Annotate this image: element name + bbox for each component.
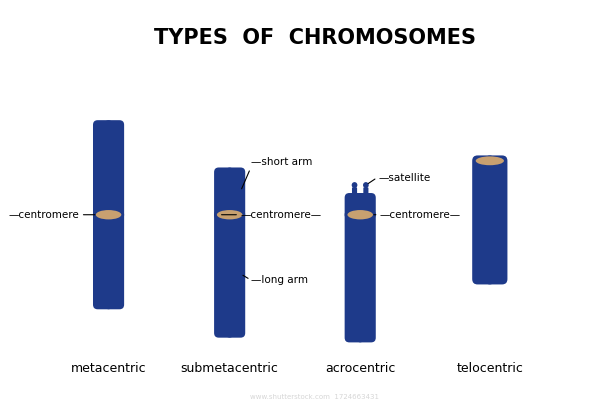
FancyBboxPatch shape xyxy=(226,168,245,219)
Ellipse shape xyxy=(347,210,373,219)
Ellipse shape xyxy=(217,210,242,219)
FancyBboxPatch shape xyxy=(485,155,508,284)
Text: —centromere—: —centromere— xyxy=(240,210,321,220)
Text: —centromere: —centromere xyxy=(9,210,80,220)
Text: TYPES  OF  CHROMOSOMES: TYPES OF CHROMOSOMES xyxy=(154,28,476,48)
Text: telocentric: telocentric xyxy=(457,362,523,375)
Text: —satellite: —satellite xyxy=(378,173,430,183)
FancyBboxPatch shape xyxy=(226,210,245,338)
Ellipse shape xyxy=(363,182,369,188)
FancyBboxPatch shape xyxy=(472,155,495,284)
FancyBboxPatch shape xyxy=(356,193,376,219)
FancyBboxPatch shape xyxy=(104,210,124,309)
FancyBboxPatch shape xyxy=(104,120,124,219)
FancyBboxPatch shape xyxy=(93,210,113,309)
FancyBboxPatch shape xyxy=(344,210,364,342)
Text: submetacentric: submetacentric xyxy=(181,362,278,375)
Text: —centromere—: —centromere— xyxy=(380,210,461,220)
FancyBboxPatch shape xyxy=(214,210,234,338)
Text: www.shutterstock.com  1724663431: www.shutterstock.com 1724663431 xyxy=(250,394,379,400)
Text: acrocentric: acrocentric xyxy=(325,362,395,375)
FancyBboxPatch shape xyxy=(356,210,376,342)
Ellipse shape xyxy=(352,182,358,188)
FancyBboxPatch shape xyxy=(352,187,357,198)
Text: —long arm: —long arm xyxy=(251,275,308,285)
Text: —short arm: —short arm xyxy=(251,158,313,168)
Ellipse shape xyxy=(96,210,121,219)
Text: metacentric: metacentric xyxy=(71,362,146,375)
FancyBboxPatch shape xyxy=(93,120,113,219)
Ellipse shape xyxy=(476,156,504,165)
FancyBboxPatch shape xyxy=(364,187,368,198)
FancyBboxPatch shape xyxy=(344,193,364,219)
FancyBboxPatch shape xyxy=(214,168,234,219)
